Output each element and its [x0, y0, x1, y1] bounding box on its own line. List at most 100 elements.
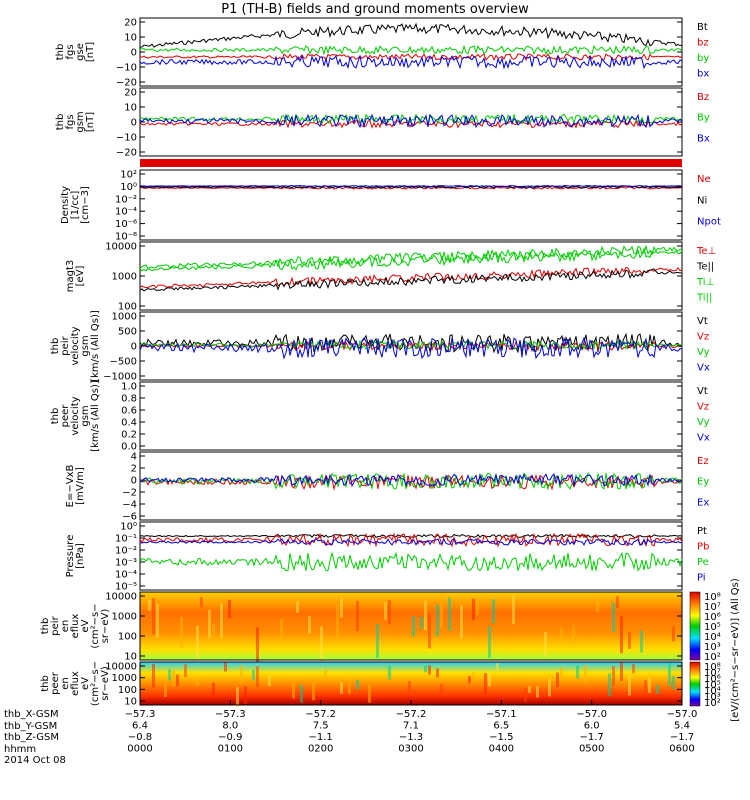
y-tick-label: 10000 [105, 592, 137, 603]
x-tick-label-x: −57.1 [486, 709, 517, 720]
x-tick-label-z: −1.3 [399, 732, 423, 743]
spectrogram-texture [596, 596, 599, 613]
spectrogram-texture [496, 663, 499, 671]
spectrogram-texture [348, 679, 351, 694]
y-tick-label: 20 [124, 18, 137, 29]
legend-Vz: Vz [697, 332, 709, 343]
colorbar-tick-label: 10⁴ [704, 632, 721, 643]
legend-Vt: Vt [697, 386, 708, 397]
y-tick-label: 1.0 [121, 382, 137, 393]
spectrogram-texture [576, 665, 579, 679]
legend-Vx: Vx [697, 433, 710, 444]
x-tick-label-y: 8.0 [222, 721, 238, 732]
y-tick-label: −20 [116, 78, 137, 89]
legend-Ex: Ex [697, 497, 709, 508]
spectrogram-texture [440, 592, 443, 628]
legend-Ni: Ni [697, 195, 707, 206]
legend-Te⊥: Te⊥ [696, 246, 716, 257]
y-tick-label: 100 [118, 632, 137, 643]
legend-Vx: Vx [697, 363, 710, 374]
x-tick-label-y: 7.1 [403, 721, 419, 732]
spectrogram-texture [488, 672, 491, 687]
colorbar-label: [eV/(cm²−s−sr−eV)] (All Qs) [730, 578, 741, 722]
series-bz [139, 53, 683, 62]
series-Bx [139, 113, 683, 129]
x-tick-label-y: 6.0 [584, 721, 600, 732]
spectrogram-texture [648, 678, 651, 693]
legend-Te||: Te|| [696, 262, 714, 273]
legend-Bt: Bt [697, 22, 708, 33]
footer-row-label: thb_Y-GSM [4, 720, 58, 732]
spectrogram-texture [468, 676, 471, 684]
spectrogram-texture [356, 600, 359, 631]
panel-5: 1000 500 0 −500 −1000thbpeirvelocitygsm[km/s… [50, 310, 710, 382]
colorbar-tick-label: 10² [704, 698, 721, 709]
spectrogram-texture [608, 673, 611, 697]
spectrogram-texture [172, 670, 175, 687]
x-tick-label-y: 7.5 [313, 721, 329, 732]
spectrogram-texture [632, 663, 635, 674]
spectrogram-texture [200, 597, 203, 608]
spectrogram-texture [220, 603, 223, 638]
spectrogram-texture [336, 603, 339, 639]
y-axis-label: thbpeervelocitygsm[km/s (All Qs)] [50, 380, 101, 452]
y-tick-label: 0.0 [121, 442, 137, 453]
x-tick-label-t: 0200 [308, 744, 333, 755]
panel-7: 420−2−4−6 E=−VxB[mV/m] Ez Ey Ex [65, 451, 709, 523]
x-tick-label-t: 0400 [489, 744, 514, 755]
y-tick-label: 10⁻⁸ [115, 232, 137, 243]
spectrogram-texture [280, 618, 283, 640]
y-tick-label: 1000 [112, 272, 137, 283]
legend-by: by [697, 53, 709, 64]
x-tick-label-y: 6.4 [132, 721, 148, 732]
spectrogram-texture [560, 628, 563, 642]
plot-area [140, 18, 682, 86]
spectrogram-texture [536, 685, 539, 698]
series-Ti|| [139, 244, 683, 270]
y-axis-label: thbfgsgse[nT] [55, 42, 96, 62]
plot-area [140, 242, 682, 310]
x-tick-label-z: −1.7 [580, 732, 604, 743]
x-tick-label-y: 6.5 [493, 721, 509, 732]
y-tick-label: 10⁰ [120, 182, 137, 193]
spectrogram-texture [376, 624, 379, 658]
y-tick-label: 4 [131, 452, 137, 463]
spectrogram-texture [240, 664, 243, 684]
spectrogram-texture [488, 626, 491, 658]
spectrogram-texture [268, 676, 271, 687]
spectrogram-texture [384, 601, 387, 620]
y-tick-label: −4 [122, 500, 137, 511]
spectrogram-texture [208, 609, 211, 638]
spectrogram-texture [492, 599, 495, 624]
x-tick-label-t: 0000 [127, 744, 152, 755]
y-tick-label: 2 [131, 464, 137, 475]
colorbar-tick-label: 10⁶ [704, 674, 721, 685]
spectrogram-texture [512, 595, 515, 625]
y-tick-label: 10 [124, 697, 137, 708]
series-Pe [139, 551, 683, 572]
x-tick-label-z: −1.5 [489, 732, 513, 743]
y-tick-label: 10⁰ [120, 522, 137, 533]
spectrogram-texture [556, 672, 559, 688]
spectrogram-texture [152, 598, 155, 635]
spectrogram-texture [412, 616, 415, 637]
spectrogram-texture [528, 686, 531, 693]
spectrogram-texture [428, 665, 431, 675]
y-tick-label: 10⁻⁴ [115, 570, 137, 581]
y-tick-label: 0.4 [121, 418, 137, 429]
y-axis-label: Density[1/cc][cm−3] [60, 186, 91, 224]
y-tick-label: 500 [118, 327, 137, 338]
spectrogram-texture [148, 599, 151, 611]
spectrogram-texture [296, 601, 299, 613]
spectrogram-texture [256, 666, 259, 687]
x-tick-label-z: −1.1 [309, 732, 333, 743]
plot-area [140, 452, 682, 520]
spectrogram-texture [484, 673, 487, 694]
series-Ni [139, 185, 683, 189]
plot-area [140, 170, 682, 240]
spectrogram-texture [428, 614, 431, 649]
series-by [139, 44, 683, 56]
y-tick-label: 100 [118, 302, 137, 313]
spectrogram-texture [436, 668, 439, 678]
